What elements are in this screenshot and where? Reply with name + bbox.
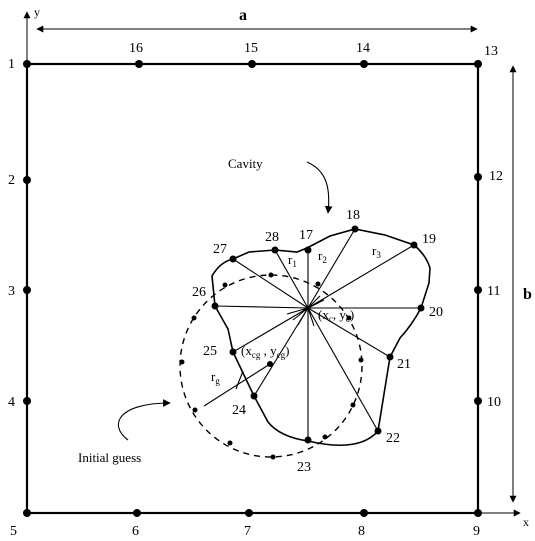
boundary-node-label: 16 — [129, 41, 143, 56]
boundary-node-label: 7 — [244, 524, 251, 539]
boundary-node-label: 10 — [487, 395, 501, 410]
initial-guess-label: Initial guess — [78, 450, 141, 465]
initial-guess-points — [179, 272, 364, 460]
cavity-node-label: 23 — [297, 460, 311, 475]
rg-label: rg — [211, 369, 220, 386]
boundary-node-label: 13 — [484, 44, 498, 59]
dimension-a-label: a — [239, 7, 247, 24]
boundary-node-label: 2 — [8, 173, 15, 188]
cavity-node-label: 21 — [397, 357, 411, 372]
boundary-node-label: 14 — [356, 41, 370, 56]
guess-center-label: (xcg , ycg) — [241, 343, 289, 360]
cavity-node-dots — [211, 225, 425, 444]
guess-radius-tick — [235, 370, 244, 390]
boundary-node-label: 12 — [489, 169, 503, 184]
cavity-node-label: 24 — [232, 403, 246, 418]
cavity-node-labels: 17 18 19 20 21 22 23 24 25 26 27 28 — [192, 208, 443, 475]
cavity-node-label: 26 — [192, 285, 206, 300]
boundary-node-labels: 1 2 3 4 5 6 7 8 9 10 11 12 13 14 15 16 — [8, 41, 503, 539]
domain-boundary — [25, 62, 480, 515]
boundary-node-label: 11 — [487, 284, 500, 299]
r2-label: r2 — [318, 248, 327, 265]
cavity-arrow — [306, 161, 333, 214]
boundary-node-label: 15 — [244, 41, 258, 56]
boundary-node-label: 8 — [358, 524, 365, 539]
y-axis-label: y — [34, 5, 40, 19]
initial-guess-circle — [179, 274, 363, 458]
cavity-node-label: 17 — [299, 228, 313, 243]
cavity-node-label: 28 — [265, 230, 279, 245]
dimension-b-label: b — [523, 286, 532, 303]
cavity-outline — [211, 228, 431, 447]
initial-guess-arrow — [118, 399, 171, 441]
cavity-label: Cavity — [228, 156, 263, 171]
cavity-node-label: 20 — [429, 305, 443, 320]
radial-lines — [214, 228, 421, 441]
cavity-node-label: 18 — [346, 208, 360, 223]
boundary-node-label: 1 — [8, 57, 15, 72]
x-axis-label: x — [523, 515, 529, 529]
boundary-node-label: 9 — [473, 524, 480, 539]
boundary-node-label: 6 — [132, 524, 139, 539]
cavity-center-label: (xc, yc) — [318, 307, 354, 324]
boundary-node-label: 5 — [10, 524, 17, 539]
cavity-node-label: 25 — [203, 344, 217, 359]
r3-label: r3 — [372, 243, 381, 260]
boundary-node-label: 4 — [8, 395, 15, 410]
r1-label: r1 — [288, 252, 297, 269]
cavity-node-label: 19 — [422, 232, 436, 247]
boundary-node-dots — [23, 60, 482, 517]
boundary-node-label: 3 — [8, 284, 15, 299]
cavity-node-label: 27 — [213, 242, 227, 257]
cavity-node-label: 22 — [386, 431, 400, 446]
